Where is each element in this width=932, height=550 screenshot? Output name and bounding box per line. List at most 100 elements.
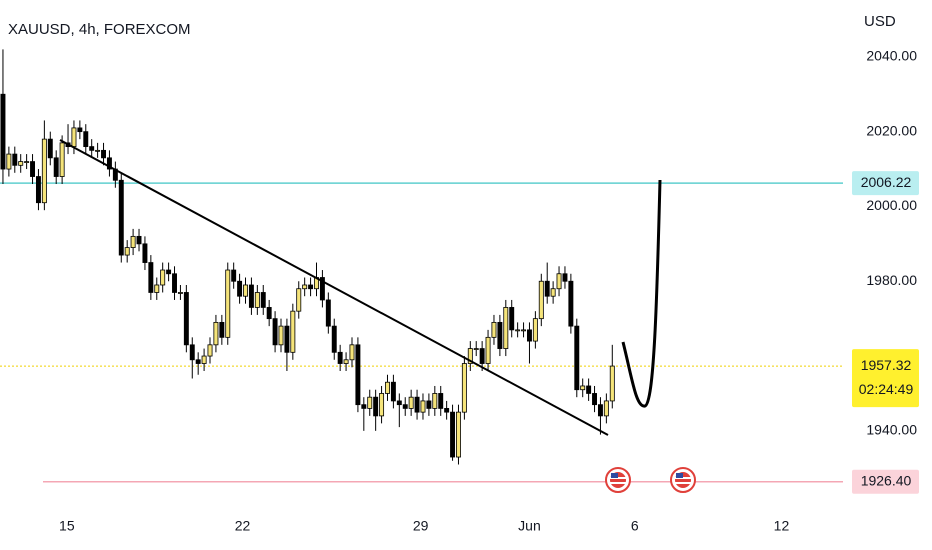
candle-body bbox=[562, 273, 568, 282]
plot-area bbox=[0, 49, 843, 518]
x-tick-label: 6 bbox=[631, 518, 639, 534]
countdown-label: 02:24:49 bbox=[859, 381, 914, 397]
candle-body bbox=[556, 273, 562, 290]
candle-body bbox=[402, 404, 408, 409]
candle-body bbox=[124, 247, 130, 256]
candle-body bbox=[325, 299, 331, 327]
candle-body bbox=[444, 408, 450, 413]
candle-body bbox=[296, 288, 302, 312]
level-label-bg bbox=[852, 171, 919, 196]
x-tick-label: 29 bbox=[413, 518, 429, 534]
y-tick-label: 1980.00 bbox=[866, 272, 917, 288]
candle-body bbox=[485, 336, 491, 364]
candle-body bbox=[53, 157, 59, 177]
y-axis-label: USD bbox=[864, 13, 896, 30]
candle-body bbox=[95, 149, 101, 152]
candle-body bbox=[497, 321, 503, 349]
candle-body bbox=[142, 243, 148, 263]
x-tick-label: 12 bbox=[774, 518, 790, 534]
price-axis: 1940.001960.001980.002000.002020.002040.… bbox=[843, 48, 919, 494]
candle-body bbox=[71, 127, 77, 148]
candle-body bbox=[160, 269, 166, 286]
candle-body bbox=[130, 235, 136, 248]
candle-body bbox=[456, 411, 461, 458]
candle-body bbox=[225, 269, 231, 338]
candle-body bbox=[0, 93, 6, 170]
candle-body bbox=[136, 235, 142, 245]
candle-body bbox=[526, 329, 532, 342]
candle-body bbox=[420, 400, 426, 413]
candle-body bbox=[219, 321, 225, 338]
candle-body bbox=[172, 273, 177, 293]
candle-body bbox=[580, 385, 586, 391]
candle-body bbox=[201, 355, 207, 364]
candle-body bbox=[361, 404, 367, 409]
candle-body bbox=[24, 161, 30, 163]
candle-body bbox=[390, 381, 396, 402]
candle-body bbox=[278, 325, 284, 346]
candle-body bbox=[373, 396, 379, 417]
candle-body bbox=[479, 348, 485, 364]
candle-body bbox=[438, 393, 444, 409]
candle-body bbox=[183, 292, 189, 346]
candle-body bbox=[302, 284, 308, 290]
candle-body bbox=[544, 280, 550, 297]
candle-body bbox=[77, 127, 83, 133]
candle-body bbox=[509, 307, 515, 331]
event-icon bbox=[670, 467, 696, 493]
x-tick-label: 22 bbox=[235, 518, 251, 534]
candle-body bbox=[83, 131, 89, 148]
candle-body bbox=[231, 269, 237, 282]
candle-body bbox=[148, 262, 154, 293]
candle-body bbox=[367, 396, 373, 409]
candle-body bbox=[586, 385, 592, 394]
level-label: 1926.40 bbox=[861, 472, 912, 488]
candle-body bbox=[101, 149, 106, 159]
candle-body bbox=[213, 321, 219, 346]
candle-body bbox=[432, 393, 438, 409]
candle-body bbox=[166, 269, 172, 275]
candle-body bbox=[260, 292, 266, 308]
candle-body bbox=[503, 307, 509, 349]
candle-body bbox=[6, 153, 12, 170]
candle-body bbox=[266, 307, 272, 320]
candle-body bbox=[603, 400, 609, 417]
candle-body bbox=[272, 318, 278, 346]
candle-body bbox=[47, 138, 53, 159]
chart-title: XAUUSD, 4h, FOREXCOM bbox=[8, 21, 191, 38]
candle-body bbox=[106, 157, 112, 170]
candle-body bbox=[284, 325, 290, 353]
candle-body bbox=[35, 176, 41, 204]
candle-body bbox=[550, 288, 556, 297]
candle-body bbox=[18, 161, 24, 166]
candle-body bbox=[597, 404, 603, 417]
candle-body bbox=[243, 284, 248, 297]
candle-body bbox=[59, 142, 65, 177]
level-label-bg bbox=[852, 469, 919, 494]
candle-body bbox=[248, 284, 254, 308]
level-label: 2006.22 bbox=[861, 174, 912, 190]
candle-body bbox=[473, 348, 479, 350]
last-price-bg bbox=[852, 349, 919, 408]
candle-body bbox=[207, 344, 213, 357]
projection-curve bbox=[621, 179, 662, 408]
candle-body bbox=[12, 153, 18, 166]
candle-body bbox=[515, 329, 521, 332]
candle-body bbox=[290, 310, 296, 353]
candle-body bbox=[609, 365, 615, 402]
candle-body bbox=[337, 351, 343, 364]
candle-body bbox=[521, 329, 527, 332]
candle-body bbox=[414, 396, 420, 413]
x-tick-label: 15 bbox=[59, 518, 75, 534]
y-tick-label: 2040.00 bbox=[866, 48, 917, 64]
candle-body bbox=[592, 393, 598, 406]
candle-body bbox=[426, 400, 432, 409]
candle-body bbox=[189, 344, 195, 361]
candle-body bbox=[30, 161, 36, 177]
candle-body bbox=[331, 325, 337, 353]
candle-body bbox=[154, 284, 160, 293]
candle-body bbox=[467, 348, 473, 364]
candle-body bbox=[319, 277, 325, 301]
trend-line bbox=[59, 139, 609, 436]
